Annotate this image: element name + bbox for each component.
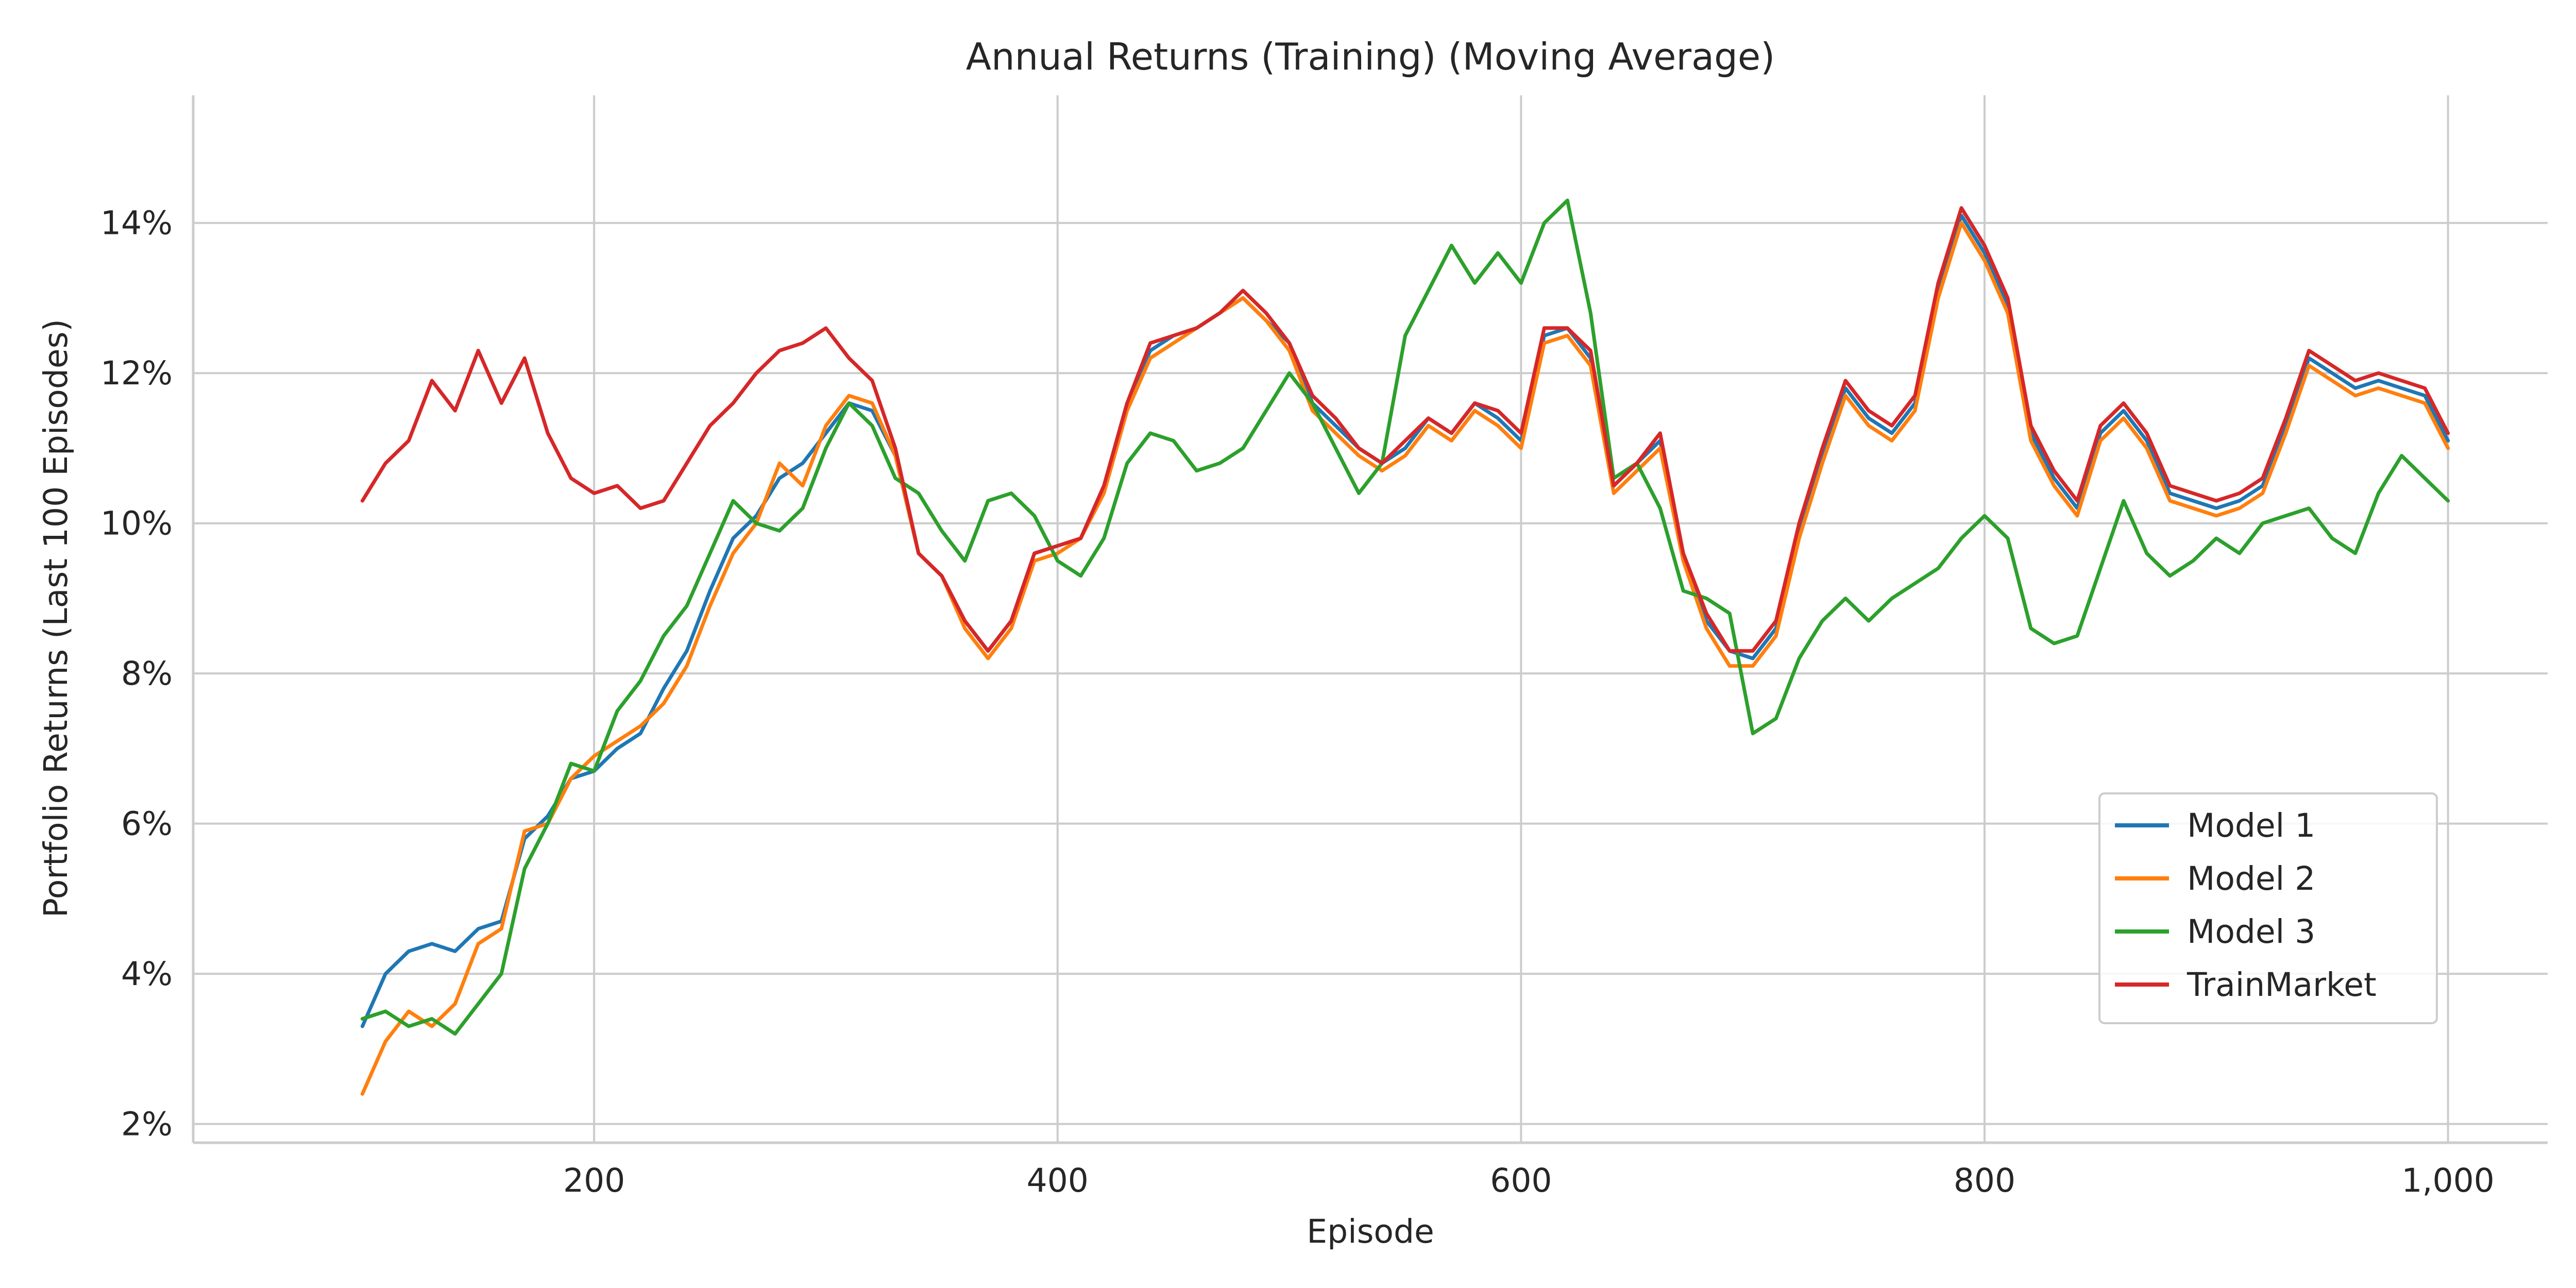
series-line-model-2 <box>360 221 2450 1096</box>
y-tick-label: 4% <box>121 955 173 993</box>
legend-label-model-3: Model 3 <box>2187 913 2315 951</box>
y-tick-label: 6% <box>121 805 173 843</box>
x-tick-label: 600 <box>1490 1162 1552 1199</box>
legend-label-model-1: Model 1 <box>2187 807 2315 844</box>
legend: Model 1 Model 2 Model 3 TrainMarket <box>2098 792 2438 1024</box>
y-axis-label: Portfolio Returns (Last 100 Episodes) <box>37 319 75 918</box>
x-tick-label: 400 <box>1027 1162 1089 1199</box>
series-line-model-3 <box>360 198 2450 1036</box>
series-line-model-1 <box>360 213 2450 1028</box>
y-tick-label: 10% <box>100 505 173 543</box>
y-tick-label: 2% <box>121 1106 173 1143</box>
x-tick-label: 200 <box>563 1162 625 1199</box>
chart-title: Annual Returns (Training) (Moving Averag… <box>966 35 1775 78</box>
y-tick-label: 14% <box>100 205 173 242</box>
y-tick-label: 12% <box>100 354 173 392</box>
series-line-trainmarket <box>360 206 2450 653</box>
legend-label-trainmarket: TrainMarket <box>2187 966 2377 1004</box>
x-tick-label: 1,000 <box>2401 1162 2494 1199</box>
y-tick-label: 8% <box>121 655 173 692</box>
x-tick-label: 800 <box>1954 1162 2015 1199</box>
legend-frame <box>2098 792 2438 1024</box>
x-axis-label: Episode <box>1307 1213 1434 1250</box>
legend-label-model-2: Model 2 <box>2187 860 2315 897</box>
